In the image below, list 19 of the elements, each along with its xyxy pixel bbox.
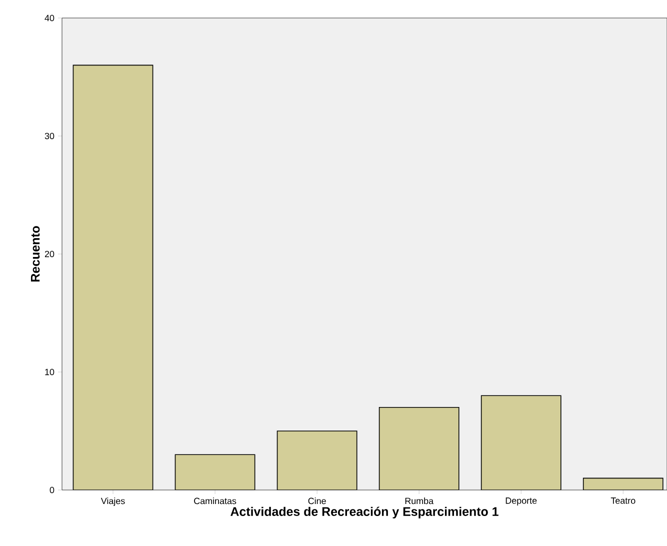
bar <box>378 407 460 490</box>
x-tick-label: Rumba <box>405 498 434 504</box>
y-tick-label: 0 <box>50 486 54 494</box>
y-tick-label: 40 <box>44 14 54 22</box>
y-tick-label: 10 <box>45 368 54 376</box>
bar <box>480 395 562 490</box>
x-tick-label: Cine <box>308 498 326 504</box>
bar <box>72 64 154 490</box>
y-tick-label: 30 <box>44 132 54 140</box>
x-tick-label: Deporte <box>506 498 537 506</box>
y-tick-label: 20 <box>44 250 54 258</box>
y-axis-title: Recuento <box>30 226 40 282</box>
x-tick-label: Teatro <box>610 498 636 504</box>
bar <box>175 454 255 490</box>
x-tick-label: Caminatas <box>194 498 236 504</box>
bar <box>276 430 358 490</box>
x-tick-label: Viajes <box>100 498 125 506</box>
bar <box>582 478 664 490</box>
x-axis-title: Actividades de Recreación y Esparcimiento 1 <box>230 506 498 518</box>
